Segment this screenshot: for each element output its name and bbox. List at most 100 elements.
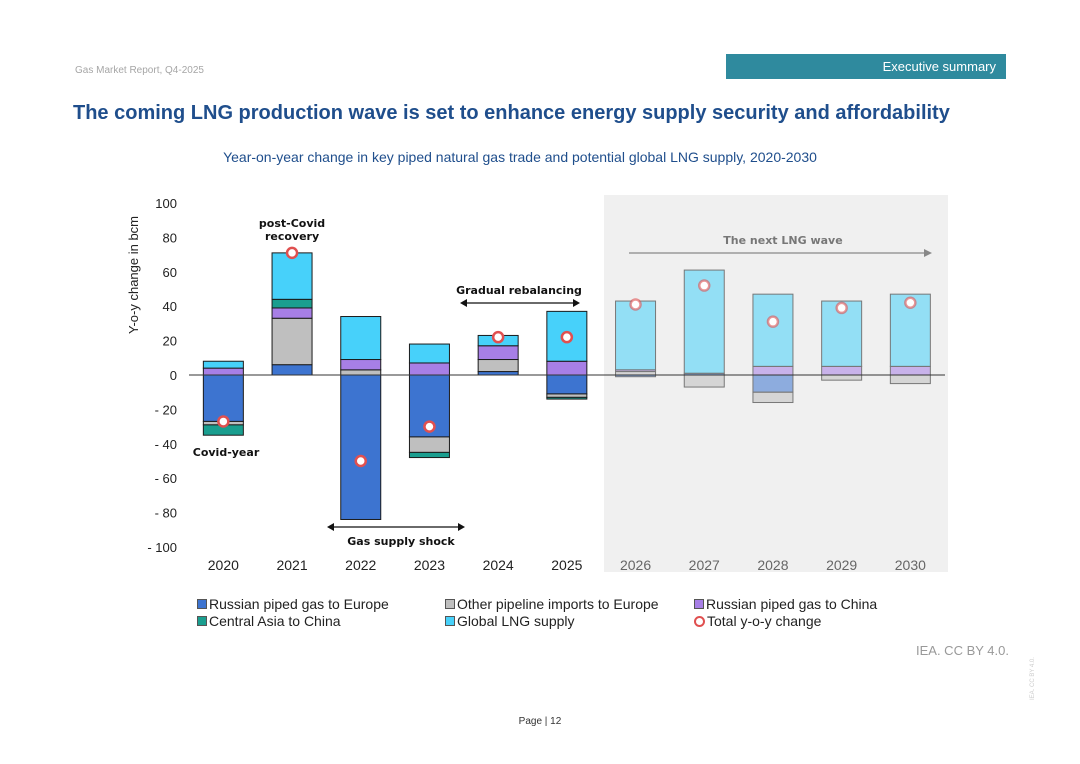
y-tick-label: 40: [163, 299, 177, 314]
annotation-gradual-rebalancing: Gradual rebalancing: [456, 284, 582, 297]
legend-label: Central Asia to China: [209, 613, 341, 629]
legend-label: Russian piped gas to Europe: [209, 596, 389, 612]
vertical-credit: IEA. CC BY 4.0.: [1030, 657, 1036, 700]
x-tick-label: 2021: [276, 557, 307, 573]
bar-segment: [546, 393, 588, 398]
total-marker: [423, 420, 436, 433]
credit: IEA. CC BY 4.0.: [916, 643, 1009, 658]
y-tick-label: 0: [170, 368, 177, 383]
x-tick-label: 2020: [208, 557, 239, 573]
y-tick-label: 60: [163, 265, 177, 280]
legend-ring-icon: [694, 615, 705, 627]
bar-segment: [202, 367, 244, 376]
bar-segment: [821, 300, 863, 367]
bar-segment: [408, 451, 450, 459]
bar-segment: [340, 374, 382, 520]
bar-segment: [408, 362, 450, 376]
arrow-gas-supply-shock-head: [458, 523, 465, 531]
chart-title: Year-on-year change in key piped natural…: [223, 149, 817, 165]
bar-segment: [271, 317, 313, 366]
x-tick-label: 2026: [620, 557, 651, 573]
annotation-post-covid: recovery: [265, 230, 319, 243]
y-tick-label: 20: [163, 334, 177, 349]
bar-segment: [546, 396, 588, 400]
legend-item: Other pipeline imports to Europe: [445, 596, 659, 612]
annotation-post-covid: post-Covid: [259, 217, 325, 230]
y-tick-label: 80: [163, 230, 177, 245]
legend-label: Other pipeline imports to Europe: [457, 596, 659, 612]
bar-segment: [615, 371, 657, 376]
bar-segment: [752, 374, 794, 393]
arrow-gas-supply-shock-head: [327, 523, 334, 531]
bar-segment: [271, 364, 313, 376]
y-tick-label: - 40: [155, 437, 177, 452]
bar-segment: [889, 365, 931, 376]
bar-segment: [683, 374, 725, 388]
x-tick-label: 2029: [826, 557, 857, 573]
bar-segment: [889, 374, 931, 385]
legend-swatch: [197, 616, 207, 626]
bar-segment: [271, 298, 313, 309]
legend-swatch: [694, 599, 704, 609]
annotation-gas-supply-shock: Gas supply shock: [347, 535, 455, 548]
bar-segment: [477, 359, 519, 373]
total-marker: [629, 298, 642, 311]
legend-item: Russian piped gas to Europe: [197, 596, 389, 612]
bar-segment: [202, 360, 244, 369]
arrow-next-lng-wave-head: [924, 249, 932, 257]
x-tick-label: 2022: [345, 557, 376, 573]
page-title: The coming LNG production wave is set to…: [73, 102, 950, 124]
page-number: Page | 12: [518, 716, 562, 727]
section-tab[interactable]: Executive summary: [726, 54, 1006, 79]
y-tick-label: 100: [155, 196, 177, 211]
total-marker: [904, 296, 917, 310]
bar-segment: [477, 371, 519, 376]
bar-segment: [477, 345, 519, 361]
y-axis-label: Y-o-y change in bcm: [126, 216, 141, 334]
legend-item: Total y-o-y change: [694, 613, 821, 629]
arrow-gradual-rebalancing-head: [573, 299, 580, 307]
bar-segment: [546, 374, 588, 395]
bar-segment: [752, 391, 794, 404]
bar-segment: [340, 359, 382, 371]
arrow-gradual-rebalancing-head: [460, 299, 467, 307]
legend-item: Central Asia to China: [197, 613, 341, 629]
total-marker: [217, 415, 230, 428]
legend-item: Global LNG supply: [445, 613, 575, 629]
total-marker: [354, 454, 367, 468]
bar-segment: [340, 369, 382, 376]
bar-segment: [546, 360, 588, 376]
legend-swatch: [445, 599, 455, 609]
legend-swatch: [445, 616, 455, 626]
y-tick-label: - 100: [147, 540, 177, 555]
x-tick-label: 2024: [483, 557, 514, 573]
legend-swatch: [197, 599, 207, 609]
y-tick-label: - 20: [155, 402, 177, 417]
annotation-covid-year: Covid-year: [193, 446, 260, 459]
bar-segment: [821, 374, 863, 381]
report-name: Gas Market Report, Q4-2025: [75, 65, 204, 76]
x-tick-label: 2023: [414, 557, 445, 573]
legend-label: Global LNG supply: [457, 613, 575, 629]
bar-segment: [546, 310, 588, 362]
y-tick-label: - 80: [155, 506, 177, 521]
x-tick-label: 2025: [551, 557, 582, 573]
x-tick-label: 2027: [689, 557, 720, 573]
total-marker: [698, 279, 711, 292]
total-marker: [491, 330, 505, 344]
bar-segment: [271, 307, 313, 319]
bar-segment: [752, 293, 794, 367]
legend-label: Total y-o-y change: [707, 613, 822, 629]
bar-segment: [202, 374, 244, 422]
legend-label: Russian piped gas to China: [706, 596, 878, 612]
total-marker: [835, 301, 848, 315]
bar-segment: [615, 300, 657, 371]
y-tick-label: - 60: [155, 471, 177, 486]
bar-segment: [271, 252, 313, 300]
annotation-next-lng-wave: The next LNG wave: [723, 234, 842, 247]
bar-segment: [408, 436, 450, 453]
total-marker: [285, 246, 299, 260]
total-marker: [766, 315, 780, 328]
bar-segment: [340, 316, 382, 361]
